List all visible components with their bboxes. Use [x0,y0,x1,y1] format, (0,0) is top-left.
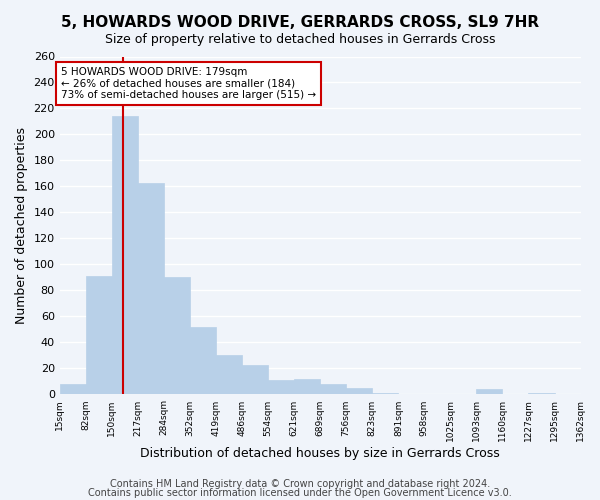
Text: Size of property relative to detached houses in Gerrards Cross: Size of property relative to detached ho… [105,32,495,46]
Bar [112,116,138,394]
Bar [346,388,372,394]
Bar [372,393,398,394]
Text: 5, HOWARDS WOOD DRIVE, GERRARDS CROSS, SL9 7HR: 5, HOWARDS WOOD DRIVE, GERRARDS CROSS, S… [61,15,539,30]
Bar [86,276,112,394]
Bar [320,384,346,394]
X-axis label: Distribution of detached houses by size in Gerrards Cross: Distribution of detached houses by size … [140,447,500,460]
Bar [216,356,242,395]
Text: Contains public sector information licensed under the Open Government Licence v3: Contains public sector information licen… [88,488,512,498]
Bar [529,393,554,394]
Y-axis label: Number of detached properties: Number of detached properties [15,127,28,324]
Bar [164,278,190,394]
Text: Contains HM Land Registry data © Crown copyright and database right 2024.: Contains HM Land Registry data © Crown c… [110,479,490,489]
Bar [190,327,216,394]
Bar [581,393,600,394]
Bar [242,364,268,394]
Text: 5 HOWARDS WOOD DRIVE: 179sqm
← 26% of detached houses are smaller (184)
73% of s: 5 HOWARDS WOOD DRIVE: 179sqm ← 26% of de… [61,67,316,100]
Bar [138,182,164,394]
Bar [476,390,502,394]
Bar [268,380,294,394]
Bar [59,384,86,394]
Bar [294,379,320,394]
